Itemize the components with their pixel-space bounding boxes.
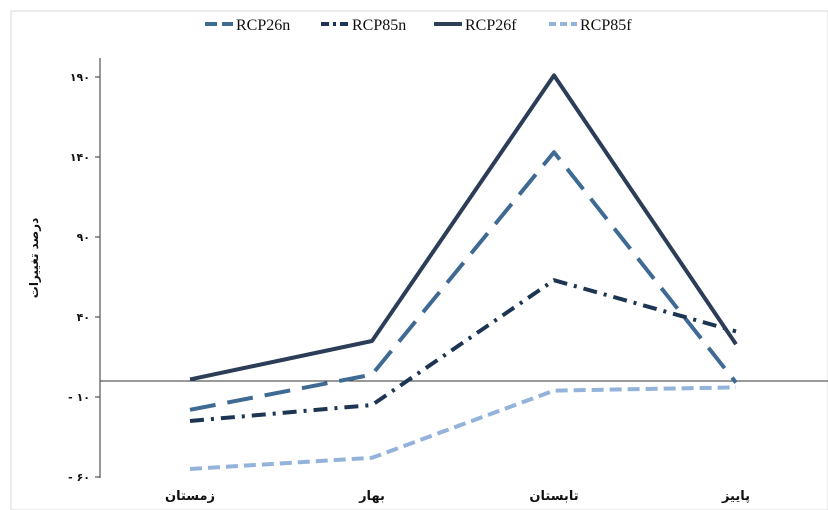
plot-border [10,10,828,510]
legend-label-rcp26f: RCP26f [465,17,517,34]
y-tick-label: ۴۰ [77,311,90,324]
series-lines [189,73,738,471]
legend-label-rcp26n: RCP26n [236,17,290,34]
y-tick-label: - ۱۰ [68,391,90,404]
y-tick-label: - ۶۰ [68,471,90,484]
x-tick-label: تابستان [529,489,578,504]
series-line-rcp85f [189,385,737,471]
series-line-rcp85n [189,278,737,423]
legend-label-rcp85n: RCP85n [352,17,406,34]
y-axis-label: درصد تغییرات [27,218,41,298]
legend-label-rcp85f: RCP85f [580,17,632,34]
y-tick-label: ۹۰ [77,231,90,244]
y-tick-label: ۱۹۰ [70,71,90,84]
x-tick-label: زمستان [165,489,215,504]
y-axis: - ۶۰ - ۱۰ ۴۰ ۹۰ ۱۴۰ ۱۹۰ [68,58,101,484]
x-axis: زمستان بهار تابستان پاییز [100,380,828,504]
legend: RCP26n RCP85n RCP26f RCP85f [205,17,632,34]
x-tick-label: پاییز [721,489,750,504]
x-tick-label: بهار [358,489,385,504]
series-line-rcp26n [189,150,738,412]
y-tick-label: ۱۴۰ [70,151,90,164]
series-line-rcp26f [189,73,738,382]
